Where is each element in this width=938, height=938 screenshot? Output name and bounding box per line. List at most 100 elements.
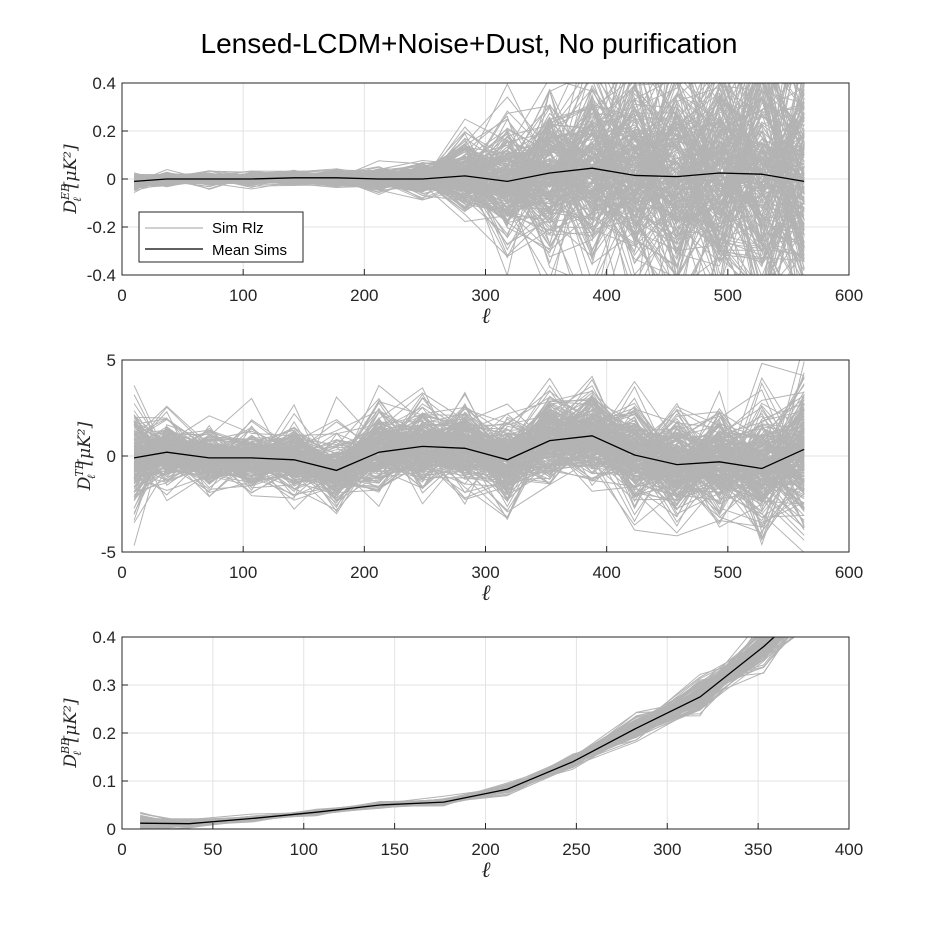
x-tick-label-eb: 0 (117, 286, 126, 305)
sim-realization-line (133, 420, 805, 502)
y-axis-label-sub-bb: ℓ (71, 751, 84, 756)
y-tick-label-tb: 5 (107, 351, 116, 370)
x-axis-label-bb: ℓ (481, 858, 491, 883)
x-tick-label-bb: 150 (380, 840, 408, 859)
x-tick-label-tb: 500 (714, 563, 742, 582)
y-axis-label-units-eb: [μK²] (61, 144, 81, 188)
y-tick-label-eb: -0.2 (87, 218, 116, 237)
sim-realization-line (133, 416, 805, 511)
x-tick-label-bb: 350 (744, 840, 772, 859)
y-axis-label-sub-tb: ℓ (85, 474, 98, 479)
sim-realization-line (134, 100, 805, 275)
sim-realization-line (133, 410, 805, 503)
x-tick-label-eb: 500 (714, 286, 742, 305)
y-tick-label-eb: -0.4 (87, 266, 116, 285)
x-tick-label-bb: 100 (290, 840, 318, 859)
y-axis-label-sub-eb: ℓ (71, 197, 84, 202)
mean-sims-line (133, 435, 805, 472)
x-axis-label-eb: ℓ (481, 304, 491, 329)
x-tick-label-eb: 600 (835, 286, 863, 305)
y-axis-label-tb: DTBℓ [μK²] (73, 421, 98, 491)
y-axis-label-sup-eb: EB (59, 184, 72, 201)
xticks-tb: 0 100 200 300 400 500 600 (117, 546, 863, 582)
sim-realization-line (133, 414, 805, 478)
x-tick-label-bb: 250 (562, 840, 590, 859)
mean-sims-line (134, 167, 805, 183)
x-tick-label-tb: 100 (229, 563, 257, 582)
panel-eb: 0 100 200 300 400 500 600 -0.4 -0.2 0 0.2 0.4 ℓ DE… (59, 74, 863, 329)
mean-sims-line (140, 637, 776, 825)
mean-tb (133, 435, 805, 472)
panel-bb: 0 50 100 150 200 250 300 350 400 0 0.1 0.2 0.3 0.4 ℓ… (59, 628, 863, 883)
y-tick-label-bb: 0 (107, 820, 116, 839)
yticks-bb: 0 0.1 0.2 0.3 0.4 (92, 628, 128, 839)
x-tick-label-tb: 0 (117, 563, 126, 582)
sim-realization-line (133, 376, 805, 499)
y-axis-label-main-tb: D (75, 476, 95, 491)
sim-realization-line (134, 152, 805, 250)
sim-realization-line (134, 110, 805, 237)
xticks-eb: 0 100 200 300 400 500 600 (117, 269, 863, 305)
legend-box (138, 211, 304, 263)
sims-tb (133, 360, 805, 552)
x-tick-label-tb: 300 (471, 563, 499, 582)
sim-realization-line (140, 637, 790, 827)
y-axis-label-main-bb: D (61, 754, 81, 769)
mean-eb (134, 167, 805, 183)
y-axis-label-main-eb: D (61, 200, 81, 215)
y-tick-label-eb: 0 (107, 170, 116, 189)
legend: Sim Rlz Mean Sims (138, 211, 304, 263)
x-tick-label-bb: 200 (471, 840, 499, 859)
sim-realization-line (133, 409, 805, 495)
sim-realization-line (133, 403, 805, 488)
y-axis-label-units-tb: [μK²] (75, 421, 95, 465)
y-tick-label-tb: 0 (107, 447, 116, 466)
sim-realization-line (133, 385, 805, 542)
y-tick-label-tb: -5 (101, 543, 116, 562)
sim-realization-line (133, 423, 805, 524)
mean-bb (140, 637, 776, 825)
sim-realization-line (134, 385, 805, 486)
y-tick-label-bb: 0.1 (92, 772, 116, 791)
xticks-bb: 0 50 100 150 200 250 300 350 400 (117, 823, 863, 859)
panel-tb: 0 100 200 300 400 500 600 -505 ℓ DTBℓ[μK²] (73, 351, 863, 606)
sim-realization-line (133, 403, 805, 460)
x-tick-label-tb: 400 (592, 563, 620, 582)
y-tick-label-bb: 0.4 (92, 628, 116, 647)
x-tick-label-tb: 200 (350, 563, 378, 582)
y-tick-label-eb: 0.2 (92, 122, 116, 141)
x-tick-label-bb: 400 (835, 840, 863, 859)
x-tick-label-eb: 200 (350, 286, 378, 305)
y-axis-label-units-bb: [μK²] (61, 698, 81, 742)
y-axis-label-bb: DBBℓ [μK²] (59, 698, 84, 769)
sim-realization-line (134, 95, 805, 228)
legend-sim-label: Sim Rlz (212, 220, 264, 237)
x-tick-label-tb: 600 (835, 563, 863, 582)
y-axis-label-sup-tb: TB (73, 461, 86, 476)
x-tick-label-bb: 0 (117, 840, 126, 859)
x-tick-label-eb: 300 (471, 286, 499, 305)
y-tick-label-eb: 0.4 (92, 74, 116, 93)
legend-mean-label: Mean Sims (212, 242, 287, 259)
y-tick-label-bb: 0.2 (92, 724, 116, 743)
x-tick-label-bb: 50 (203, 840, 222, 859)
sim-realization-line (134, 83, 805, 275)
sim-realization-line (133, 427, 805, 477)
sim-realization-line (134, 410, 805, 494)
sim-realization-line (134, 134, 805, 219)
y-tick-label-bb: 0.3 (92, 676, 116, 695)
x-axis-label-tb: ℓ (481, 581, 491, 606)
sim-realization-line (133, 372, 805, 499)
figure-title: Lensed-LCDM+Noise+Dust, No purification (201, 28, 738, 59)
sim-realization-line (140, 637, 754, 829)
sim-realization-line (134, 83, 805, 275)
x-tick-label-eb: 100 (229, 286, 257, 305)
yticks-tb: -5 0 5 (101, 351, 128, 562)
yticks-eb: -0.4 -0.2 0 0.2 0.4 (87, 74, 128, 285)
x-tick-label-bb: 300 (653, 840, 681, 859)
sims-eb (133, 83, 805, 275)
y-axis-label-eb: DEBℓ [μK²] (59, 144, 84, 215)
sim-realization-line (133, 424, 805, 534)
sim-realization-line (133, 423, 805, 487)
